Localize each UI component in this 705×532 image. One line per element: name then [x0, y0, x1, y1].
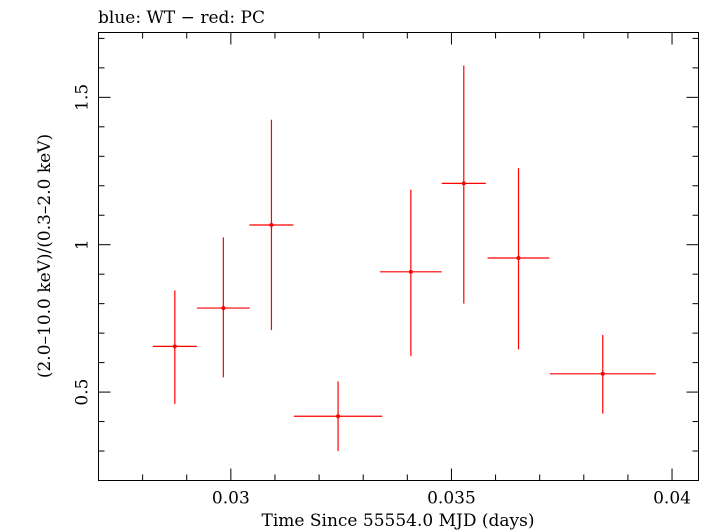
point-marker: [461, 181, 466, 186]
data-point: [249, 119, 294, 331]
y-tick-label: 1.5: [73, 84, 93, 111]
point-marker: [172, 344, 177, 349]
x-axis: 0.03 0.035 0.04: [98, 32, 691, 509]
x-tick-label: 0.04: [653, 489, 691, 509]
point-marker: [516, 255, 521, 260]
data-point: [441, 65, 486, 304]
plot-frame: [98, 32, 699, 481]
point-marker: [408, 269, 413, 274]
x-axis-title: Time Since 55554.0 MJD (days): [262, 511, 535, 531]
y-tick-label: 1: [73, 239, 93, 250]
data-point: [487, 168, 550, 350]
point-marker: [221, 306, 226, 311]
point-marker: [600, 371, 605, 376]
data-point: [152, 290, 197, 404]
data-point: [379, 189, 442, 356]
point-marker: [336, 414, 341, 419]
y-axis-title: (2.0–10.0 keV)/(0.3–2.0 keV): [35, 134, 55, 378]
chart-title: blue: WT − red: PC: [98, 8, 265, 28]
data-point: [549, 334, 656, 414]
x-tick-label: 0.035: [427, 489, 476, 509]
y-axis: 0.5 1 1.5: [73, 37, 699, 481]
data-point: [293, 381, 383, 452]
y-tick-label: 0.5: [73, 379, 93, 406]
data-point: [196, 237, 250, 378]
data-series: [152, 65, 656, 452]
x-tick-label: 0.03: [212, 489, 250, 509]
point-marker: [269, 222, 274, 227]
